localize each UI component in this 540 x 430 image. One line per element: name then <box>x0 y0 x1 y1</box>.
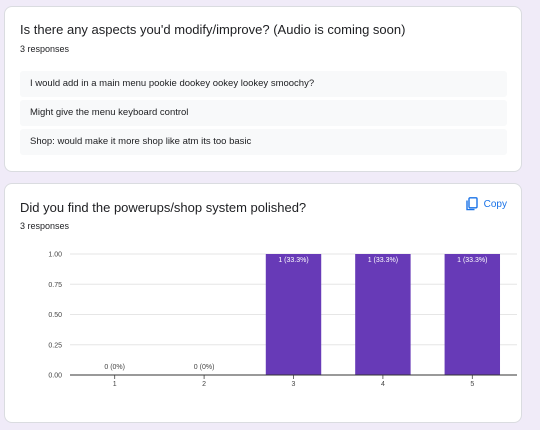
response-item: I would add in a main menu pookie dookey… <box>20 71 507 97</box>
copy-chart-button[interactable]: Copy <box>465 197 507 211</box>
x-tick-label: 5 <box>470 381 474 388</box>
question-card-aspects: Is there any aspects you'd modify/improv… <box>4 6 522 172</box>
x-tick-label: 4 <box>381 381 385 388</box>
x-tick-label: 3 <box>292 381 296 388</box>
x-tick-label: 1 <box>113 381 117 388</box>
question-title: Is there any aspects you'd modify/improv… <box>20 22 406 37</box>
data-label: 1 (33.3%) <box>457 257 487 264</box>
response-item: Might give the menu keyboard control <box>20 100 507 126</box>
response-list: I would add in a main menu pookie dookey… <box>20 71 507 158</box>
y-tick-label: 1.00 <box>48 252 62 259</box>
bar <box>355 254 411 375</box>
response-count: 3 responses <box>20 44 70 54</box>
response-item: Shop: would make it more shop like atm i… <box>20 129 507 155</box>
data-label: 1 (33.3%) <box>278 257 308 264</box>
response-count: 3 responses <box>20 221 70 231</box>
bar <box>265 254 322 375</box>
data-label: 0 (0%) <box>194 364 215 371</box>
copy-label: Copy <box>483 198 507 210</box>
data-label: 0 (0%) <box>104 364 125 371</box>
x-tick-label: 2 <box>202 381 206 388</box>
y-tick-label: 0.75 <box>48 282 62 289</box>
question-title: Did you find the powerups/shop system po… <box>20 200 307 215</box>
data-label: 1 (33.3%) <box>368 257 398 264</box>
copy-icon <box>465 197 478 211</box>
bar <box>444 254 501 375</box>
y-tick-label: 0.50 <box>48 312 62 319</box>
y-tick-label: 0.00 <box>48 373 62 380</box>
y-tick-label: 0.25 <box>48 342 62 349</box>
bar-chart: 0.00 0.25 0.50 0.75 1.00 0 (0%) 1 0 (0%) 2 1 (33.… <box>48 252 517 388</box>
question-card-powerups: Did you find the powerups/shop system po… <box>4 183 522 423</box>
